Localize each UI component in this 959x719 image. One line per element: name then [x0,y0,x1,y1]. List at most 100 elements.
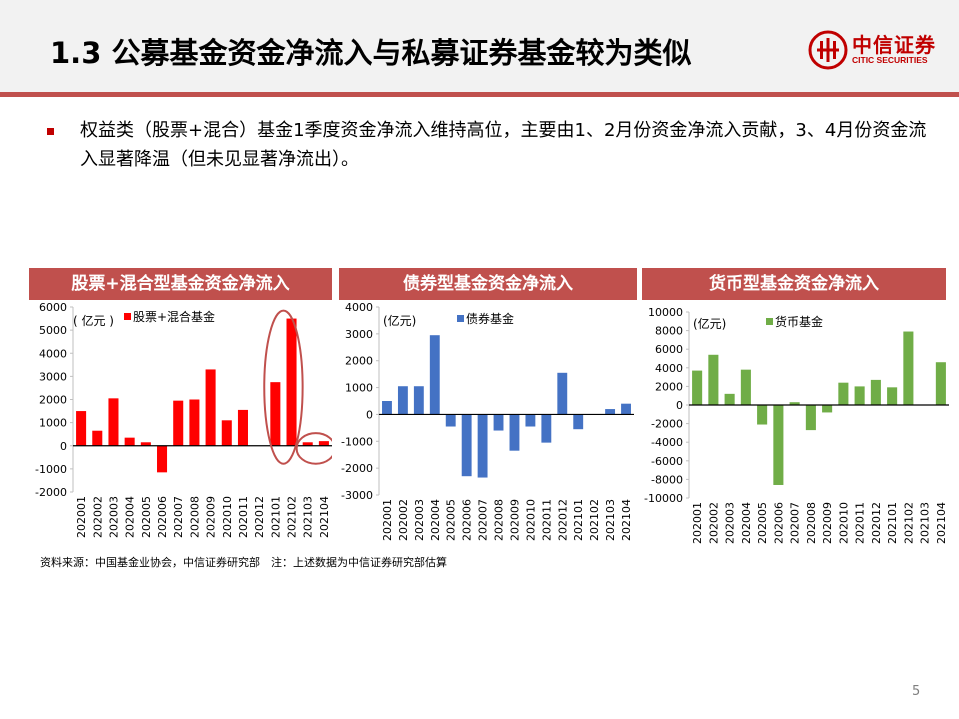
x-tick-label: 202010 [524,499,537,541]
citic-logo: 中信证券 CITIC SECURITIES [808,28,943,74]
legend-swatch [457,315,464,322]
x-tick-label: 202006 [772,502,785,544]
bar-202009 [509,414,520,451]
x-tick-label: 202005 [756,502,769,544]
x-tick-label: 202009 [508,499,521,541]
bar-202009 [205,369,216,446]
unit-label: ( 亿元 ) [73,313,114,328]
y-tick-label: -2000 [35,486,67,499]
y-tick-label: -3000 [341,489,373,502]
x-tick-label: 202011 [237,496,250,538]
bar-202005 [140,442,151,446]
x-tick-label: 202011 [540,499,553,541]
x-tick-label: 202009 [821,502,834,544]
x-tick-label: 202010 [221,496,234,538]
x-tick-label: 202012 [556,499,569,541]
x-tick-label: 202006 [461,499,474,541]
y-tick-label: 4000 [345,301,373,314]
legend-label: 股票+混合基金 [133,309,215,324]
bar-202101 [573,414,584,430]
bar-202005 [445,414,456,427]
y-tick-label: 5000 [39,324,67,337]
page-number: 5 [912,684,921,699]
logo-name: 中信证券 [852,33,936,57]
y-tick-label: -4000 [651,436,683,449]
x-tick-label: 202101 [572,499,585,541]
y-tick-label: 1000 [345,382,373,395]
panel-title-bond: 债券型基金资金净流入 [339,268,637,300]
x-tick-label: 202006 [156,496,169,538]
y-tick-label: -1000 [341,435,373,448]
highlight-ellipse-0 [263,309,304,465]
y-tick-label: -8000 [651,473,683,486]
x-tick-label: 202103 [919,502,932,544]
y-tick-label: 8000 [655,325,683,338]
x-tick-label: 202004 [740,502,753,544]
bar-202104 [621,403,631,415]
x-tick-label: 202101 [886,502,899,544]
x-tick-label: 202102 [286,496,299,538]
bar-202006 [773,405,784,485]
x-tick-label: 202102 [902,502,915,544]
source-note: 资料来源：中国基金业协会，中信证券研究部 注：上述数据为中信证券研究部估算 [40,556,447,569]
x-tick-label: 202002 [707,502,720,544]
x-tick-label: 202003 [413,499,426,541]
bar-202007 [173,400,184,446]
bar-202002 [397,386,408,415]
bullet-square-icon [47,128,54,135]
x-tick-label: 202011 [854,502,867,544]
chart-money: 10000 8000 6000 4000 2000 0 -2000 -4000 -6000 -80… [644,306,949,544]
y-tick-label: -10000 [644,492,683,505]
y-tick-label: -2000 [341,462,373,475]
bar-202008 [493,414,504,431]
x-tick-label: 202008 [493,499,506,541]
legend-swatch [124,313,131,320]
unit-label: (亿元) [693,316,726,331]
x-tick-label: 202009 [205,496,218,538]
panel-title-equity: 股票+混合型基金资金净流入 [29,268,332,300]
bar-202011 [541,414,552,443]
highlight-ellipse-1 [295,432,332,465]
x-tick-label: 202104 [620,499,633,541]
legend-label: 债券基金 [466,311,514,326]
x-tick-label: 202002 [91,496,104,538]
bar-202003 [108,398,119,446]
x-tick-label: 202005 [445,499,458,541]
bar-202012 [870,379,881,405]
x-tick-label: 202004 [429,499,442,541]
legend-swatch [766,318,773,325]
bar-202104 [318,441,329,446]
y-tick-label: 0 [366,408,373,421]
bar-202012 [557,372,568,415]
x-tick-label: 202007 [789,502,802,544]
chart-bond: 4000 3000 2000 1000 0 -1000 -2000 -3000 202001 20… [341,301,634,541]
x-tick-label: 202104 [935,502,948,544]
y-tick-label: 10000 [648,306,683,319]
y-tick-label: 3000 [345,328,373,341]
bar-202104 [935,362,946,405]
bar-202103 [605,409,616,415]
bullet-text: 权益类（股票+混合）基金1季度资金净流入维持高位，主要由1、2月份资金净流入贡献… [80,120,927,170]
bar-202101 [270,382,281,446]
y-tick-label: 3000 [39,370,67,383]
bar-202007 [789,402,800,405]
bar-202004 [124,437,135,446]
bar-202011 [854,386,865,405]
bar-202011 [237,409,248,446]
page-title: 1.3 公募基金资金净流入与私募证券基金较为类似 [50,36,692,70]
y-tick-label: 2000 [39,394,67,407]
x-tick-label: 202010 [837,502,850,544]
header-divider [0,92,959,97]
y-tick-label: 2000 [345,355,373,368]
y-tick-label: -2000 [651,418,683,431]
y-tick-label: -1000 [35,463,67,476]
x-tick-label: 202103 [604,499,617,541]
bar-202006 [157,445,168,473]
bar-202007 [477,414,488,478]
x-tick-label: 202001 [381,499,394,541]
bar-202001 [76,411,87,446]
x-tick-label: 202004 [124,496,137,538]
x-tick-label: 202012 [253,496,266,538]
y-tick-label: -6000 [651,455,683,468]
x-tick-label: 202003 [724,502,737,544]
